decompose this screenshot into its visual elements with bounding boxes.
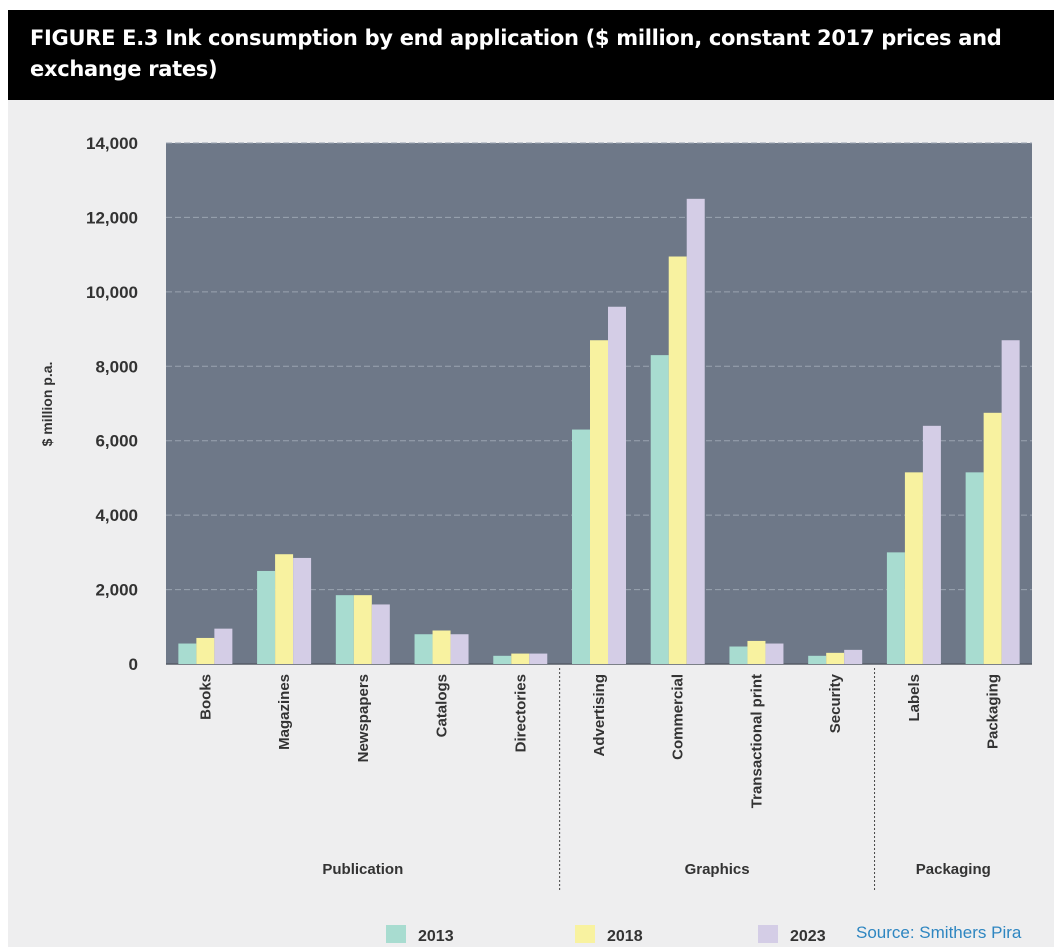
bar-2013-labels [886,552,905,664]
y-tick-label: 10,000 [86,283,138,302]
legend-label: 2018 [607,928,643,945]
bar-2018-security [826,652,845,664]
bar-2018-labels [904,472,923,664]
bar-2023-advertising [608,306,626,664]
x-tick-label: Security [827,673,844,733]
group-label: Packaging [916,861,991,878]
x-tick-label: Advertising [591,674,608,757]
y-tick-label: 4,000 [95,506,138,525]
bar-2023-packaging [1001,340,1020,664]
bar-2013-transactional-print [729,646,748,664]
bar-2023-newspapers [371,604,390,664]
bar-2013-commercial [650,355,669,664]
bar-2018-newspapers [353,595,372,664]
bar-2013-packaging [965,472,984,664]
bar-2023-magazines [293,557,312,664]
x-tick-label: Transactional print [748,674,765,808]
bar-2018-books [196,637,215,664]
bar-2023-directories [529,653,548,664]
bar-2013-advertising [572,429,590,664]
bar-2013-books [178,643,197,664]
bar-2018-magazines [275,554,294,664]
legend-swatch [386,925,406,943]
legend: 2013 2018 2023 [386,925,826,945]
bar-2018-commercial [668,256,687,664]
y-tick-label: 8,000 [95,357,138,376]
bar-2018-catalogs [432,630,451,664]
category-groups: Publication Graphics Packaging [322,668,991,892]
legend-swatch [758,925,778,943]
y-tick-label: 12,000 [86,208,138,227]
bar-2018-packaging [983,412,1002,664]
bar-2023-books [214,628,233,664]
legend-swatch [575,925,595,943]
x-tick-label: Catalogs [434,674,451,737]
figure-title: FIGURE E.3 Ink consumption by end applic… [8,10,1054,100]
x-axis-ticks: Books Magazines Newspapers Catalogs Director… [197,673,1001,808]
legend-label: 2023 [790,928,826,945]
source-note: Source: Smithers Pira [856,923,1022,942]
bar-2013-catalogs [414,634,433,664]
bar-2013-directories [493,655,512,664]
x-tick-label: Magazines [276,674,293,750]
legend-label: 2013 [418,928,454,945]
y-tick-label: 2,000 [95,581,138,600]
bar-2013-newspapers [335,595,354,664]
bar-2023-catalogs [450,634,469,664]
group-label: Graphics [685,861,750,878]
y-tick-label: 14,000 [86,134,138,153]
y-tick-label: 6,000 [95,432,138,451]
x-tick-label: Packaging [985,674,1002,749]
bar-2023-security [844,649,863,664]
x-tick-label: Labels [906,674,923,722]
x-tick-label: Commercial [670,674,687,760]
bar-2023-labels [922,425,941,664]
bar-2018-directories [511,653,530,664]
x-tick-label: Books [197,674,214,720]
bars [178,198,1020,665]
group-label: Publication [322,861,403,878]
bar-2023-transactional-print [765,643,784,664]
bar-2013-magazines [257,570,276,664]
bar-2013-security [808,655,827,664]
x-tick-label: Directories [512,674,529,752]
x-tick-label: Newspapers [355,674,372,762]
y-axis-ticks: 0 2,000 4,000 6,000 8,000 10,000 12,000 14,000 [86,134,138,674]
bar-2018-transactional-print [747,640,766,664]
y-tick-label: 0 [129,655,138,674]
y-axis-label: $ million p.a. [39,362,55,447]
bar-2018-advertising [590,340,608,664]
bar-2023-commercial [686,198,705,665]
